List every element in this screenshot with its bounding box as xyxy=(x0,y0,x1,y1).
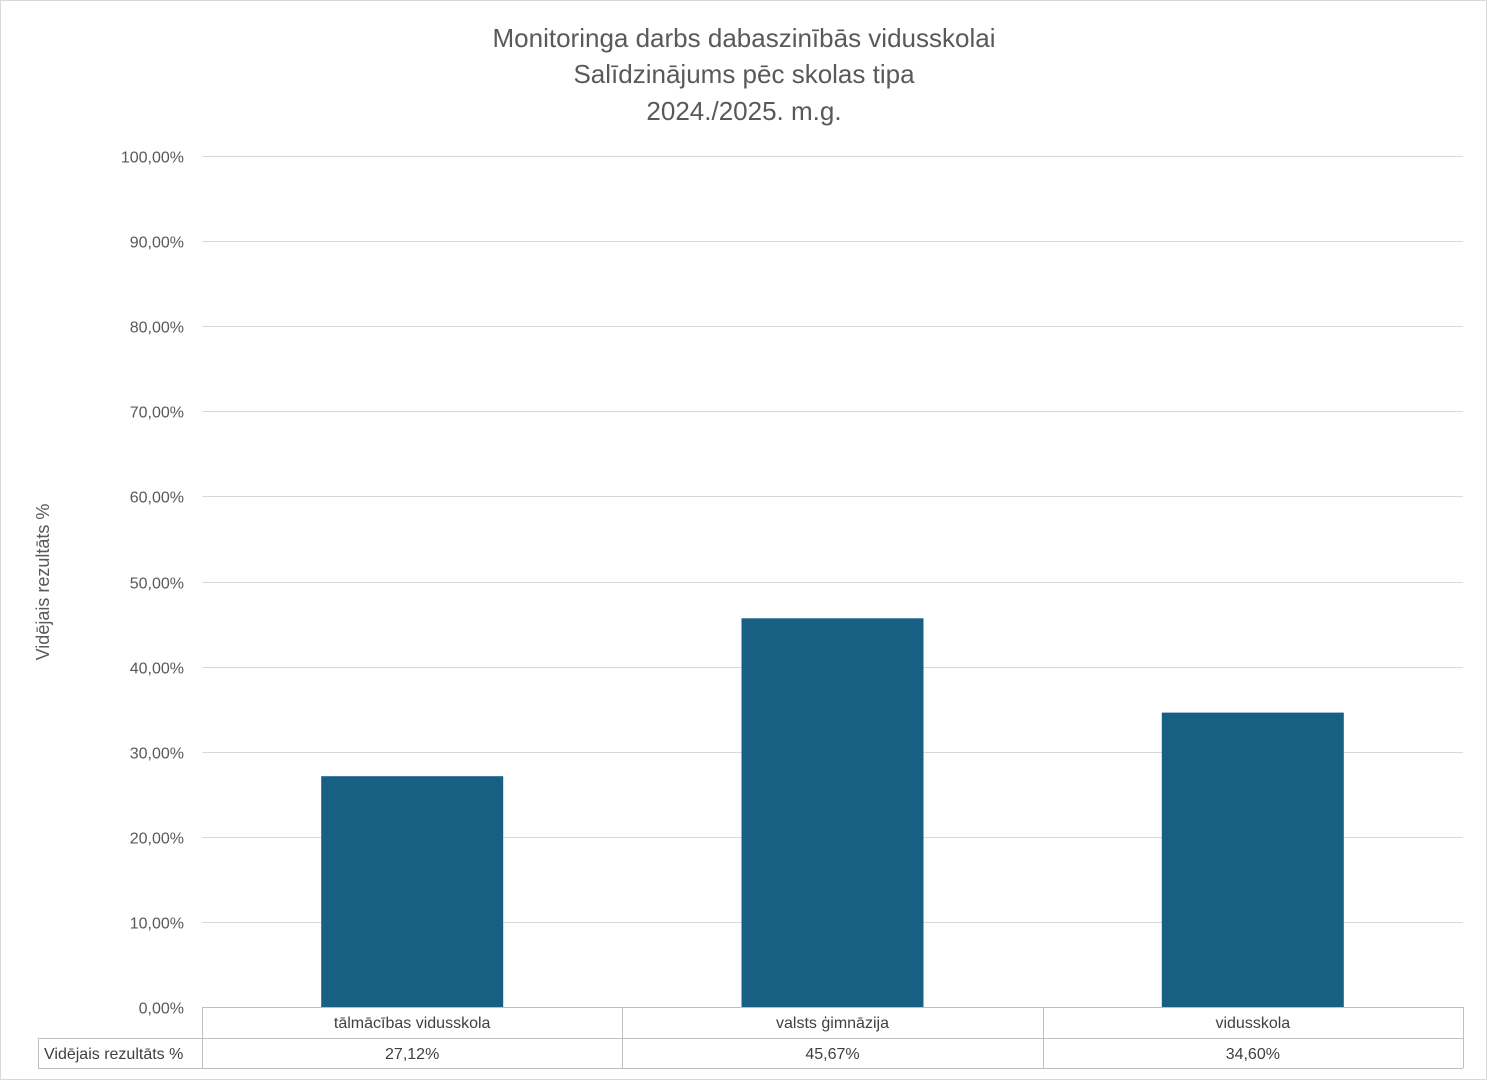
category-label: tālmācības vidusskola xyxy=(334,1015,491,1032)
y-tick-label: 90,00% xyxy=(130,235,184,252)
bar xyxy=(1161,712,1344,1007)
chart-title-line-3: 2024./2025. m.g. xyxy=(646,96,841,126)
y-axis-title: Vidējais rezultāts % xyxy=(33,504,53,661)
y-tick-labels: 0,00% 10,00% 20,00% 30,00% 40,00% 50,00% 60,00… xyxy=(121,150,184,1018)
data-table-value: 27,12% xyxy=(385,1046,439,1063)
data-table-value: 34,60% xyxy=(1226,1046,1280,1063)
chart-title-line-2: Salīdzinājums pēc skolas tipa xyxy=(573,59,915,89)
y-tick-label: 80,00% xyxy=(130,320,184,337)
chart-title: Monitoringa darbs dabaszinībās vidusskol… xyxy=(493,23,996,126)
y-tick-label: 40,00% xyxy=(130,661,184,678)
y-tick-label: 60,00% xyxy=(130,490,184,507)
category-label: vidusskola xyxy=(1215,1015,1290,1032)
chart-title-line-1: Monitoringa darbs dabaszinībās vidusskol… xyxy=(493,23,996,53)
y-tick-label: 30,00% xyxy=(130,746,184,763)
y-tick-label: 100,00% xyxy=(121,150,184,167)
data-table-value: 45,67% xyxy=(805,1046,859,1063)
y-tick-label: 0,00% xyxy=(139,1001,184,1018)
y-tick-label: 70,00% xyxy=(130,405,184,422)
category-label: valsts ģimnāzija xyxy=(776,1014,889,1032)
data-table: tālmācības vidusskola 27,12% valsts ģimnāz… xyxy=(38,1007,1464,1069)
bar xyxy=(321,776,504,1007)
y-tick-label: 10,00% xyxy=(130,916,184,933)
bar xyxy=(741,618,924,1007)
bars xyxy=(321,618,1344,1007)
series-name-label: Vidējais rezultāts % xyxy=(44,1046,183,1063)
y-tick-label: 50,00% xyxy=(130,576,184,593)
y-tick-label: 20,00% xyxy=(130,831,184,848)
